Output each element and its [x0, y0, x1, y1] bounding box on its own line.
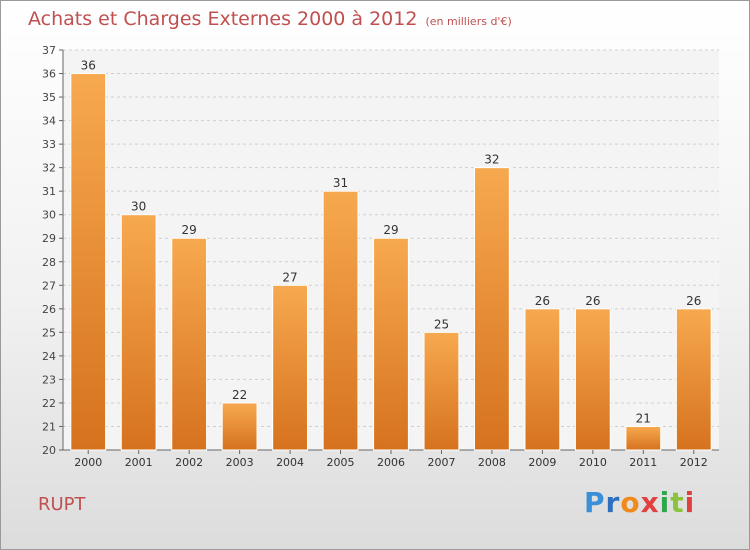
- bar-value-label: 26: [585, 294, 600, 308]
- x-tick-label: 2007: [427, 456, 455, 469]
- y-tick-label: 36: [42, 68, 56, 81]
- y-tick-label: 23: [42, 373, 56, 386]
- chart-subtitle: (en milliers d'€): [425, 15, 512, 28]
- bar-value-label: 22: [232, 388, 247, 402]
- y-tick-label: 30: [42, 209, 56, 222]
- y-tick-label: 22: [42, 397, 56, 410]
- bar-value-label: 29: [182, 223, 197, 237]
- y-tick-label: 25: [42, 326, 56, 339]
- bar: [272, 284, 308, 451]
- y-tick-label: 21: [42, 420, 56, 433]
- bar-value-label: 36: [81, 59, 96, 73]
- logo-letter: i: [659, 486, 671, 519]
- x-tick-label: 2003: [226, 456, 254, 469]
- bar: [574, 308, 611, 451]
- place-name: RUPT: [38, 494, 86, 515]
- x-tick-label: 2008: [478, 456, 506, 469]
- proxiti-logo: Proxiti: [584, 486, 695, 519]
- logo-letter: o: [620, 486, 641, 519]
- logo-letter: x: [640, 486, 660, 519]
- x-tick-label: 2012: [680, 456, 708, 469]
- bar-value-label: 21: [636, 411, 651, 425]
- bar: [70, 73, 107, 451]
- y-tick-label: 31: [42, 185, 56, 198]
- y-tick-label: 27: [42, 279, 56, 292]
- logo-letter: P: [584, 486, 606, 519]
- x-tick-label: 2004: [276, 456, 304, 469]
- y-tick-label: 33: [42, 138, 56, 151]
- bar-value-label: 26: [535, 294, 550, 308]
- y-tick-label: 34: [42, 115, 56, 128]
- bar: [625, 425, 662, 451]
- bar-value-label: 30: [131, 200, 146, 214]
- x-tick-label: 2001: [125, 456, 153, 469]
- x-tick-label: 2010: [579, 456, 607, 469]
- chart-title-text: Achats et Charges Externes 2000 à 2012: [28, 8, 418, 30]
- bar: [373, 237, 409, 451]
- bar: [221, 402, 258, 451]
- bar-value-label: 32: [484, 153, 499, 167]
- bar: [524, 308, 561, 451]
- bar-value-label: 25: [434, 317, 449, 331]
- y-tick-label: 29: [42, 232, 56, 245]
- bar-value-label: 27: [282, 270, 297, 284]
- bar: [120, 214, 157, 451]
- y-tick-label: 32: [42, 162, 56, 175]
- bar: [423, 331, 460, 451]
- chart-title: Achats et Charges Externes 2000 à 2012 (e…: [28, 8, 512, 30]
- bar-value-label: 31: [333, 176, 348, 190]
- x-tick-label: 2000: [74, 456, 102, 469]
- y-tick-label: 37: [42, 44, 56, 57]
- y-tick-label: 28: [42, 256, 56, 269]
- x-tick-label: 2011: [629, 456, 657, 469]
- bar: [171, 237, 208, 451]
- bar-value-label: 29: [383, 223, 398, 237]
- y-tick-label: 26: [42, 303, 56, 316]
- y-tick-label: 24: [42, 350, 56, 363]
- bar: [322, 190, 359, 451]
- bar: [474, 167, 510, 451]
- x-tick-label: 2006: [377, 456, 405, 469]
- x-tick-label: 2009: [528, 456, 556, 469]
- logo-letter: t: [670, 486, 685, 519]
- y-tick-label: 35: [42, 91, 56, 104]
- x-tick-label: 2005: [327, 456, 355, 469]
- logo-letter: r: [605, 486, 621, 519]
- bar: [675, 308, 712, 451]
- logo-letter: i: [684, 486, 696, 519]
- bar-value-label: 26: [686, 294, 701, 308]
- x-tick-label: 2002: [175, 456, 203, 469]
- y-tick-label: 20: [42, 444, 56, 457]
